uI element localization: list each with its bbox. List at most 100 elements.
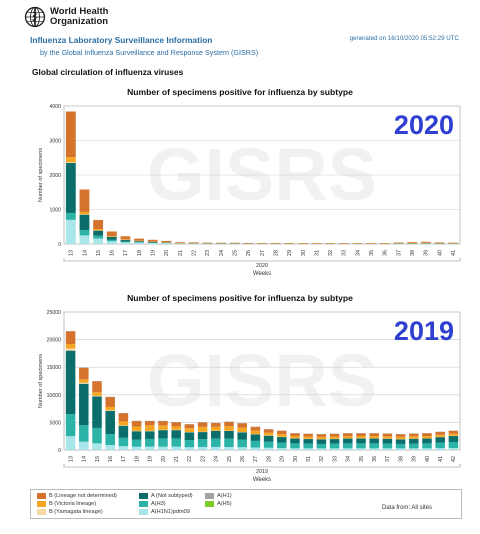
- x-tick-label: 17: [123, 250, 129, 256]
- x-tick-label: 18: [134, 456, 140, 462]
- bar-segment: [158, 430, 168, 439]
- bar-segment: [303, 448, 313, 450]
- chart-2019: Number of specimens positive for influen…: [0, 290, 480, 486]
- year-axis-label: 2019: [256, 469, 268, 475]
- bar-segment: [106, 239, 117, 242]
- bar-segment: [93, 220, 104, 229]
- bar-segment: [395, 443, 406, 449]
- bar-segment: [211, 422, 221, 427]
- bar-segment: [202, 242, 213, 244]
- x-tick-label: 33: [342, 250, 348, 256]
- bar-segment: [131, 420, 142, 427]
- bar-segment: [290, 438, 300, 444]
- bar-segment: [118, 421, 129, 426]
- x-tick-label: 24: [214, 456, 220, 462]
- legend-item: B (Victoria lineage): [37, 501, 96, 507]
- legend-swatch: [205, 493, 214, 499]
- bar-segment: [224, 446, 234, 450]
- y-tick-label: 1000: [49, 208, 61, 214]
- legend-label: A(H5): [217, 501, 232, 507]
- year-axis-label: 2020: [256, 263, 268, 269]
- bar-segment: [158, 438, 168, 447]
- x-axis-label: Weeks: [253, 271, 271, 277]
- bar-segment: [290, 433, 300, 437]
- x-tick-label: 40: [437, 250, 443, 256]
- legend-item: B (Lineage not determined): [37, 493, 117, 499]
- bar-segment: [435, 437, 445, 443]
- bar-segment: [65, 219, 76, 244]
- bar-segment: [131, 446, 142, 450]
- bar-segment: [161, 243, 172, 244]
- bar-segment: [93, 230, 104, 236]
- bar-segment: [175, 243, 185, 244]
- bar-segment: [105, 433, 115, 446]
- bar-segment: [422, 448, 432, 450]
- x-tick-label: 18: [137, 250, 143, 256]
- bar-segment: [420, 241, 431, 243]
- x-tick-label: 32: [319, 456, 325, 462]
- bar-segment: [422, 443, 432, 449]
- x-tick-label: 14: [82, 456, 88, 462]
- bar-segment: [422, 433, 432, 437]
- x-tick-label: 39: [424, 250, 430, 256]
- y-tick-label: 5000: [49, 420, 61, 426]
- x-tick-label: 26: [246, 250, 252, 256]
- bar-segment: [343, 436, 353, 439]
- x-tick-label: 23: [200, 456, 206, 462]
- bar-segment: [92, 396, 102, 428]
- bar-segment: [118, 425, 129, 438]
- bar-segment: [448, 448, 459, 450]
- bar-segment: [237, 439, 247, 448]
- legend-swatch: [37, 493, 46, 499]
- bar-segment: [434, 242, 445, 244]
- bar-segment: [356, 436, 366, 439]
- bar-segment: [303, 443, 313, 449]
- watermark: GISRS: [147, 339, 377, 422]
- bar-segment: [303, 436, 313, 439]
- bar-segment: [263, 435, 274, 442]
- bar-segment: [120, 242, 131, 244]
- bar-segment: [448, 433, 459, 436]
- bar-segment: [197, 422, 208, 427]
- bar-segment: [250, 426, 261, 431]
- bar-segment: [131, 439, 142, 447]
- x-tick-label: 41: [451, 250, 457, 256]
- bar-segment: [211, 438, 221, 447]
- who-logo: World Health Organization: [24, 6, 108, 28]
- x-tick-label: 22: [192, 250, 198, 256]
- watermark: GISRS: [147, 133, 377, 216]
- x-tick-label: 21: [178, 250, 184, 256]
- bar-segment: [224, 430, 234, 439]
- bar-segment: [250, 434, 261, 441]
- bar-segment: [435, 434, 445, 437]
- bar-segment: [409, 443, 419, 449]
- bar-segment: [316, 439, 327, 444]
- legend-label: B (Victoria lineage): [49, 501, 97, 507]
- bar-segment: [263, 432, 274, 436]
- bar-segment: [105, 406, 115, 411]
- x-tick-label: 29: [287, 250, 293, 256]
- bar-segment: [395, 436, 406, 440]
- x-tick-label: 40: [425, 456, 431, 462]
- bar-segment: [197, 439, 208, 447]
- bar-segment: [290, 436, 300, 439]
- bar-segment: [134, 238, 145, 241]
- chart-title: Number of specimens positive for influen…: [127, 87, 353, 97]
- bar-segment: [158, 420, 168, 426]
- bar-segment: [409, 433, 419, 437]
- bar-segment: [134, 241, 145, 243]
- bar-segment: [134, 242, 145, 243]
- x-tick-label: 28: [273, 250, 279, 256]
- bar-segment: [120, 239, 131, 242]
- bar-segment: [145, 431, 155, 439]
- bar-segment: [65, 162, 76, 163]
- bar-segment: [65, 436, 76, 450]
- x-tick-label: 42: [451, 456, 457, 462]
- bar-segment: [369, 443, 379, 449]
- legend-label: A(H1): [217, 493, 232, 499]
- bar-segment: [369, 438, 379, 444]
- bar-segment: [79, 230, 90, 236]
- bar-segment: [211, 430, 221, 439]
- bar-segment: [329, 438, 340, 444]
- legend-label: A(H3): [151, 501, 166, 507]
